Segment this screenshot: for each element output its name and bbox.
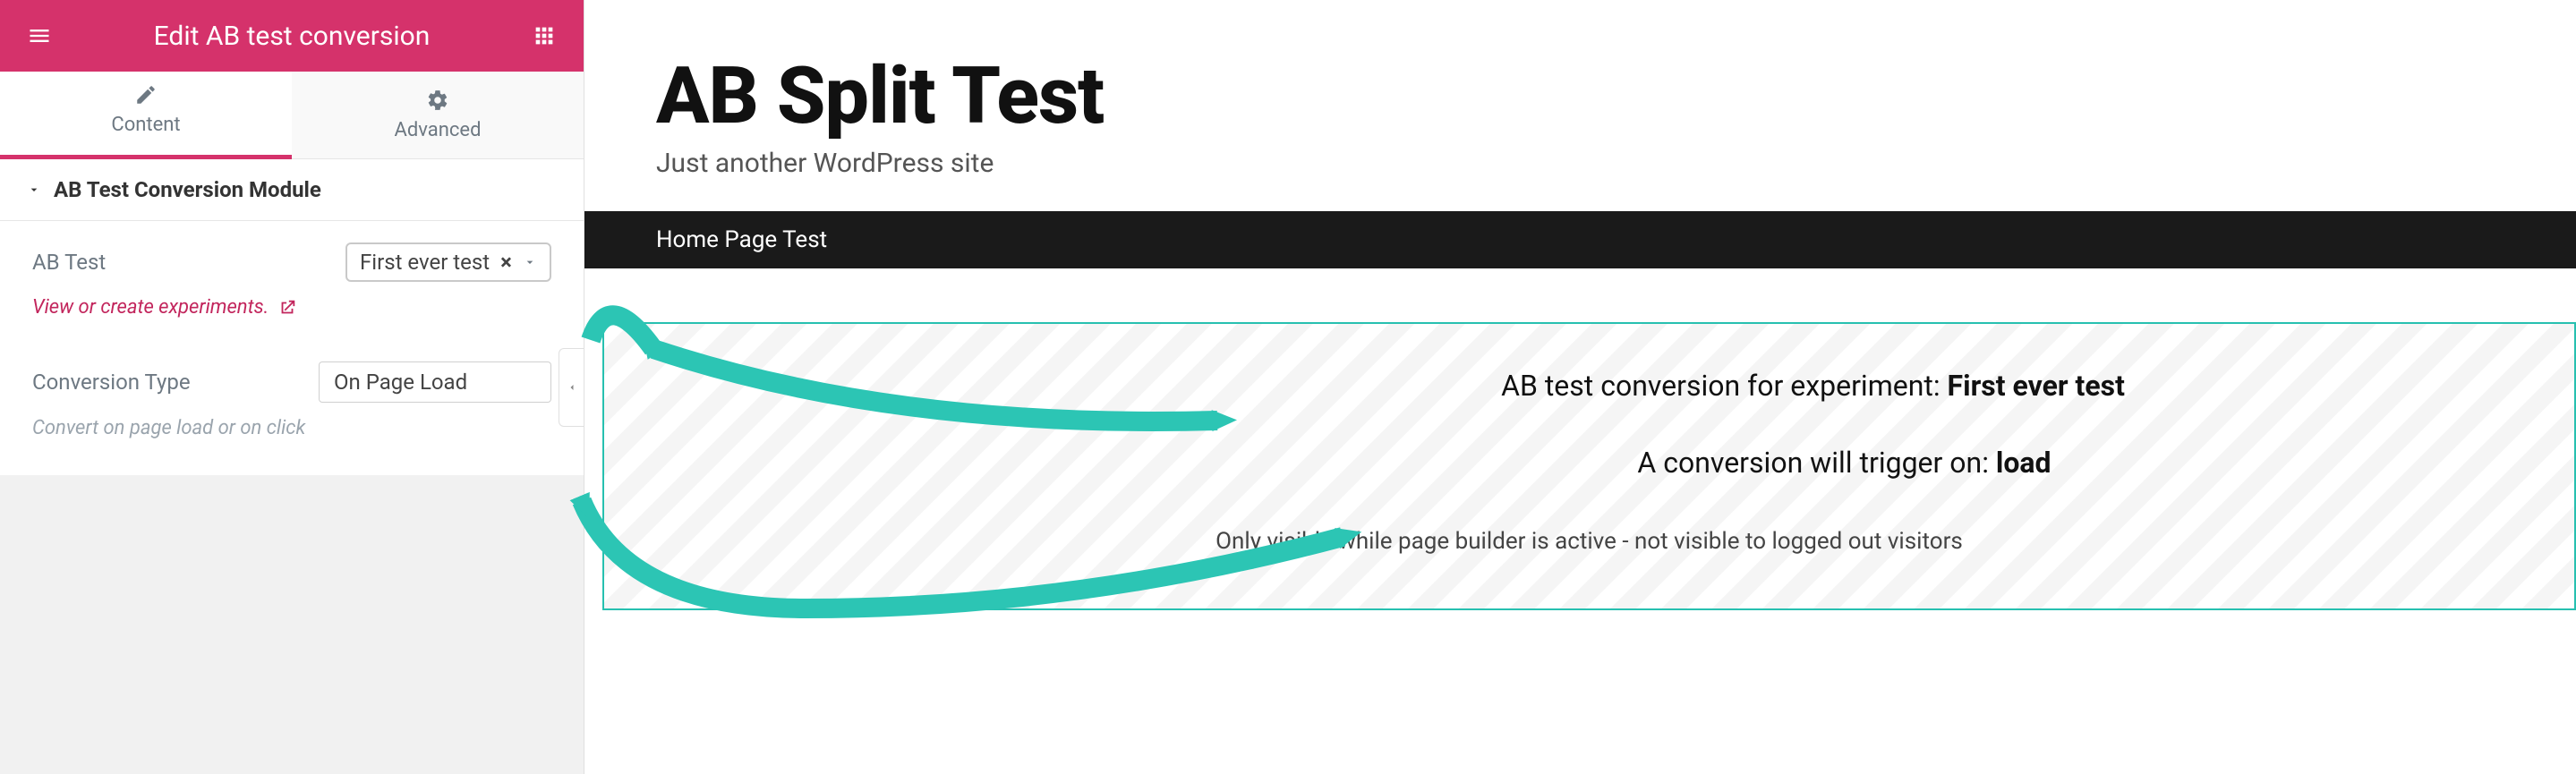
panel-title: Edit AB test conversion <box>57 21 526 52</box>
section-title: AB Test Conversion Module <box>54 177 321 202</box>
ab-test-selected-value: First ever test <box>360 250 490 275</box>
caret-down-icon <box>27 183 41 197</box>
collapse-panel-button[interactable] <box>559 348 584 427</box>
preview-area: AB Split Test Just another WordPress sit… <box>584 0 2576 774</box>
hamburger-icon <box>27 23 52 48</box>
field-ab-test-label: AB Test <box>32 250 106 275</box>
chevron-down-icon <box>523 255 537 269</box>
view-create-experiments-link[interactable]: View or create experiments. <box>32 296 269 319</box>
conversion-module-preview[interactable]: AB test conversion for experiment: First… <box>602 322 2576 610</box>
tabs-inner: Content Advanced <box>0 72 584 159</box>
apps-grid-icon <box>532 23 557 48</box>
external-link-icon <box>277 298 297 318</box>
app-root: Edit AB test conversion Content Advanced… <box>0 0 2576 774</box>
pencil-icon <box>134 83 158 106</box>
conversion-line1-bold: First ever test <box>1948 369 2125 403</box>
conversion-type-select[interactable]: On Page Load <box>319 361 551 403</box>
apps-grid-button[interactable] <box>526 18 562 54</box>
conversion-line1-prefix: AB test conversion for experiment: <box>1501 369 1947 403</box>
hamburger-menu-button[interactable] <box>21 18 57 54</box>
conversion-line-experiment: AB test conversion for experiment: First… <box>1079 369 2547 403</box>
editor-panel: Edit AB test conversion Content Advanced… <box>0 0 584 774</box>
ab-test-select[interactable]: First ever test × <box>345 242 551 282</box>
site-tagline: Just another WordPress site <box>584 148 2576 211</box>
tabs: Content Advanced <box>0 72 584 159</box>
clear-selection-button[interactable]: × <box>497 250 516 275</box>
conversion-line-trigger: A conversion will trigger on: load <box>1141 446 2547 480</box>
field-ab-test: AB Test First ever test × <box>0 221 584 291</box>
panel-gray-spacer <box>0 475 584 774</box>
conversion-type-helper: Convert on page load or on click <box>0 412 584 475</box>
tab-active-indicator <box>0 155 292 159</box>
tab-content[interactable]: Content <box>0 72 292 158</box>
panel-header: Edit AB test conversion <box>0 0 584 72</box>
nav-item-home-page-test[interactable]: Home Page Test <box>656 226 827 253</box>
tab-advanced[interactable]: Advanced <box>292 72 584 158</box>
tab-advanced-label: Advanced <box>395 119 482 141</box>
tab-content-label: Content <box>111 114 180 136</box>
gear-icon <box>426 89 449 112</box>
experiments-link-row: View or create experiments. <box>0 291 584 340</box>
site-title: AB Split Test <box>584 0 2576 148</box>
field-conversion-type: Conversion Type On Page Load <box>0 340 584 412</box>
conversion-line2-bold: load <box>1996 446 2051 480</box>
field-conversion-type-label: Conversion Type <box>32 370 191 395</box>
conversion-visibility-note: Only visible while page builder is activ… <box>631 528 2547 555</box>
site-nav-bar: Home Page Test <box>584 211 2576 268</box>
conversion-line2-prefix: A conversion will trigger on: <box>1637 446 1995 480</box>
conversion-type-selected-value: On Page Load <box>334 370 467 395</box>
section-ab-conversion-module[interactable]: AB Test Conversion Module <box>0 159 584 221</box>
chevron-left-icon <box>567 382 577 393</box>
